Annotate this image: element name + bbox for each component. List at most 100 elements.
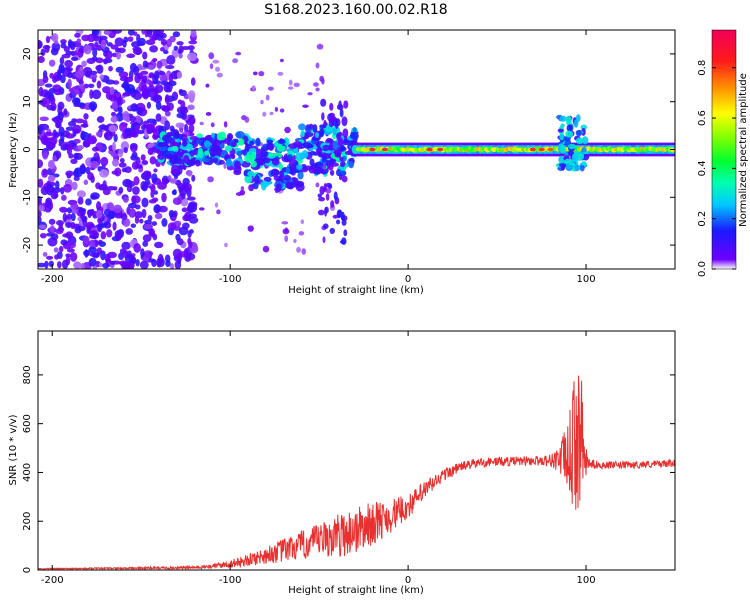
heatmap-cell	[195, 159, 201, 167]
heatmap-cell	[241, 115, 247, 121]
y-tick-label: -10	[22, 189, 33, 205]
heatmap-cell	[515, 147, 522, 152]
heatmap-cell	[169, 141, 180, 148]
snr-frame	[37, 330, 676, 571]
heatmap-cell	[73, 261, 82, 269]
heatmap-cell	[42, 151, 49, 160]
heatmap-cell	[38, 40, 42, 49]
heatmap-cell	[176, 71, 183, 79]
heatmap-cell	[178, 187, 188, 196]
heatmap-cell	[184, 123, 189, 134]
heatmap-cell	[333, 191, 338, 201]
heatmap-cell	[181, 207, 188, 213]
heatmap-cell	[238, 138, 245, 146]
heatmap-cell	[296, 246, 301, 253]
heatmap-cell	[38, 205, 45, 212]
heatmap-cell	[59, 56, 65, 65]
heatmap-cell	[58, 222, 63, 230]
heatmap-cell	[581, 147, 587, 154]
heatmap-cell	[288, 143, 298, 149]
heatmap-cell	[276, 145, 286, 152]
heatmap-cell	[279, 138, 284, 144]
heatmap-cell	[102, 180, 107, 187]
heatmap-cell	[265, 94, 270, 101]
heatmap-cell	[96, 115, 105, 123]
heatmap-cell	[70, 212, 76, 222]
heatmap-cell	[51, 42, 61, 52]
heatmap-cell	[126, 250, 132, 259]
heatmap-cell	[134, 215, 140, 224]
heatmap-cell	[148, 64, 155, 71]
heatmap-cell	[53, 247, 59, 253]
heatmap-cell	[151, 221, 158, 227]
heatmap-cell	[330, 200, 335, 208]
heatmap-cell	[57, 101, 65, 110]
heatmap-cell	[40, 97, 51, 108]
heatmap-cell	[332, 128, 337, 136]
heatmap-cell	[163, 50, 169, 55]
heatmap-cell	[66, 213, 72, 220]
heatmap-cell	[87, 33, 96, 43]
heatmap-cell	[315, 167, 324, 174]
heatmap-cell	[44, 92, 53, 99]
heatmap-cell	[142, 234, 152, 243]
x-tick-label: -100	[219, 274, 242, 285]
heatmap-cell	[139, 218, 144, 224]
heatmap-cell	[559, 115, 567, 122]
heatmap-cell	[69, 208, 79, 214]
heatmap-cell	[53, 88, 63, 96]
heatmap-cell	[158, 70, 166, 76]
heatmap-cell	[80, 131, 90, 141]
heatmap-cell	[54, 254, 60, 260]
heatmap-cell	[112, 158, 120, 167]
heatmap-cell	[60, 186, 65, 195]
heatmap-cell	[538, 147, 545, 152]
heatmap-cell	[339, 156, 344, 162]
y-tick-label: 10	[22, 95, 33, 108]
heatmap-cell	[47, 142, 56, 150]
heatmap-cell	[112, 30, 123, 34]
heatmap-cell	[161, 107, 170, 112]
heatmap-cell	[69, 252, 78, 262]
x-tick-label: -200	[41, 274, 64, 285]
heatmap-cell	[42, 75, 49, 84]
heatmap-cell	[88, 257, 97, 267]
heatmap-cell	[327, 184, 333, 190]
heatmap-cell	[217, 131, 227, 141]
heatmap-cell	[204, 150, 210, 156]
heatmap-cell	[88, 246, 97, 254]
heatmap-cell	[337, 209, 343, 218]
heatmap-cell	[77, 145, 84, 150]
heatmap-cell	[671, 148, 675, 153]
heatmap-cell	[52, 155, 57, 162]
heatmap-cell	[47, 174, 56, 182]
heatmap-cell	[576, 153, 585, 161]
heatmap-cell	[164, 94, 170, 105]
heatmap-cell	[295, 152, 305, 161]
heatmap-cell	[157, 30, 164, 35]
heatmap-cell	[142, 51, 148, 60]
heatmap-cell	[75, 118, 85, 124]
heatmap-cell	[65, 170, 74, 177]
heatmap-cell	[59, 74, 66, 84]
heatmap-cell	[319, 127, 325, 137]
heatmap-cell	[79, 212, 85, 220]
heatmap-cell	[179, 164, 186, 170]
heatmap-cell	[563, 136, 571, 142]
heatmap-cell	[76, 190, 86, 198]
heatmap-cell	[250, 160, 257, 168]
heatmap-cell	[154, 87, 159, 96]
heatmap-cell	[156, 60, 163, 69]
heatmap-cell	[339, 239, 346, 244]
heatmap-cell	[322, 144, 331, 150]
heatmap-cell	[145, 39, 156, 46]
heatmap-cell	[225, 158, 233, 167]
heatmap-cell	[183, 248, 189, 257]
heatmap-cell	[205, 83, 210, 88]
heatmap-cell	[140, 154, 146, 161]
heatmap-cell	[321, 158, 328, 163]
heatmap-cell	[122, 91, 132, 97]
heatmap-cell	[68, 120, 77, 127]
heatmap-cell	[188, 123, 195, 133]
heatmap-cell	[252, 71, 258, 76]
